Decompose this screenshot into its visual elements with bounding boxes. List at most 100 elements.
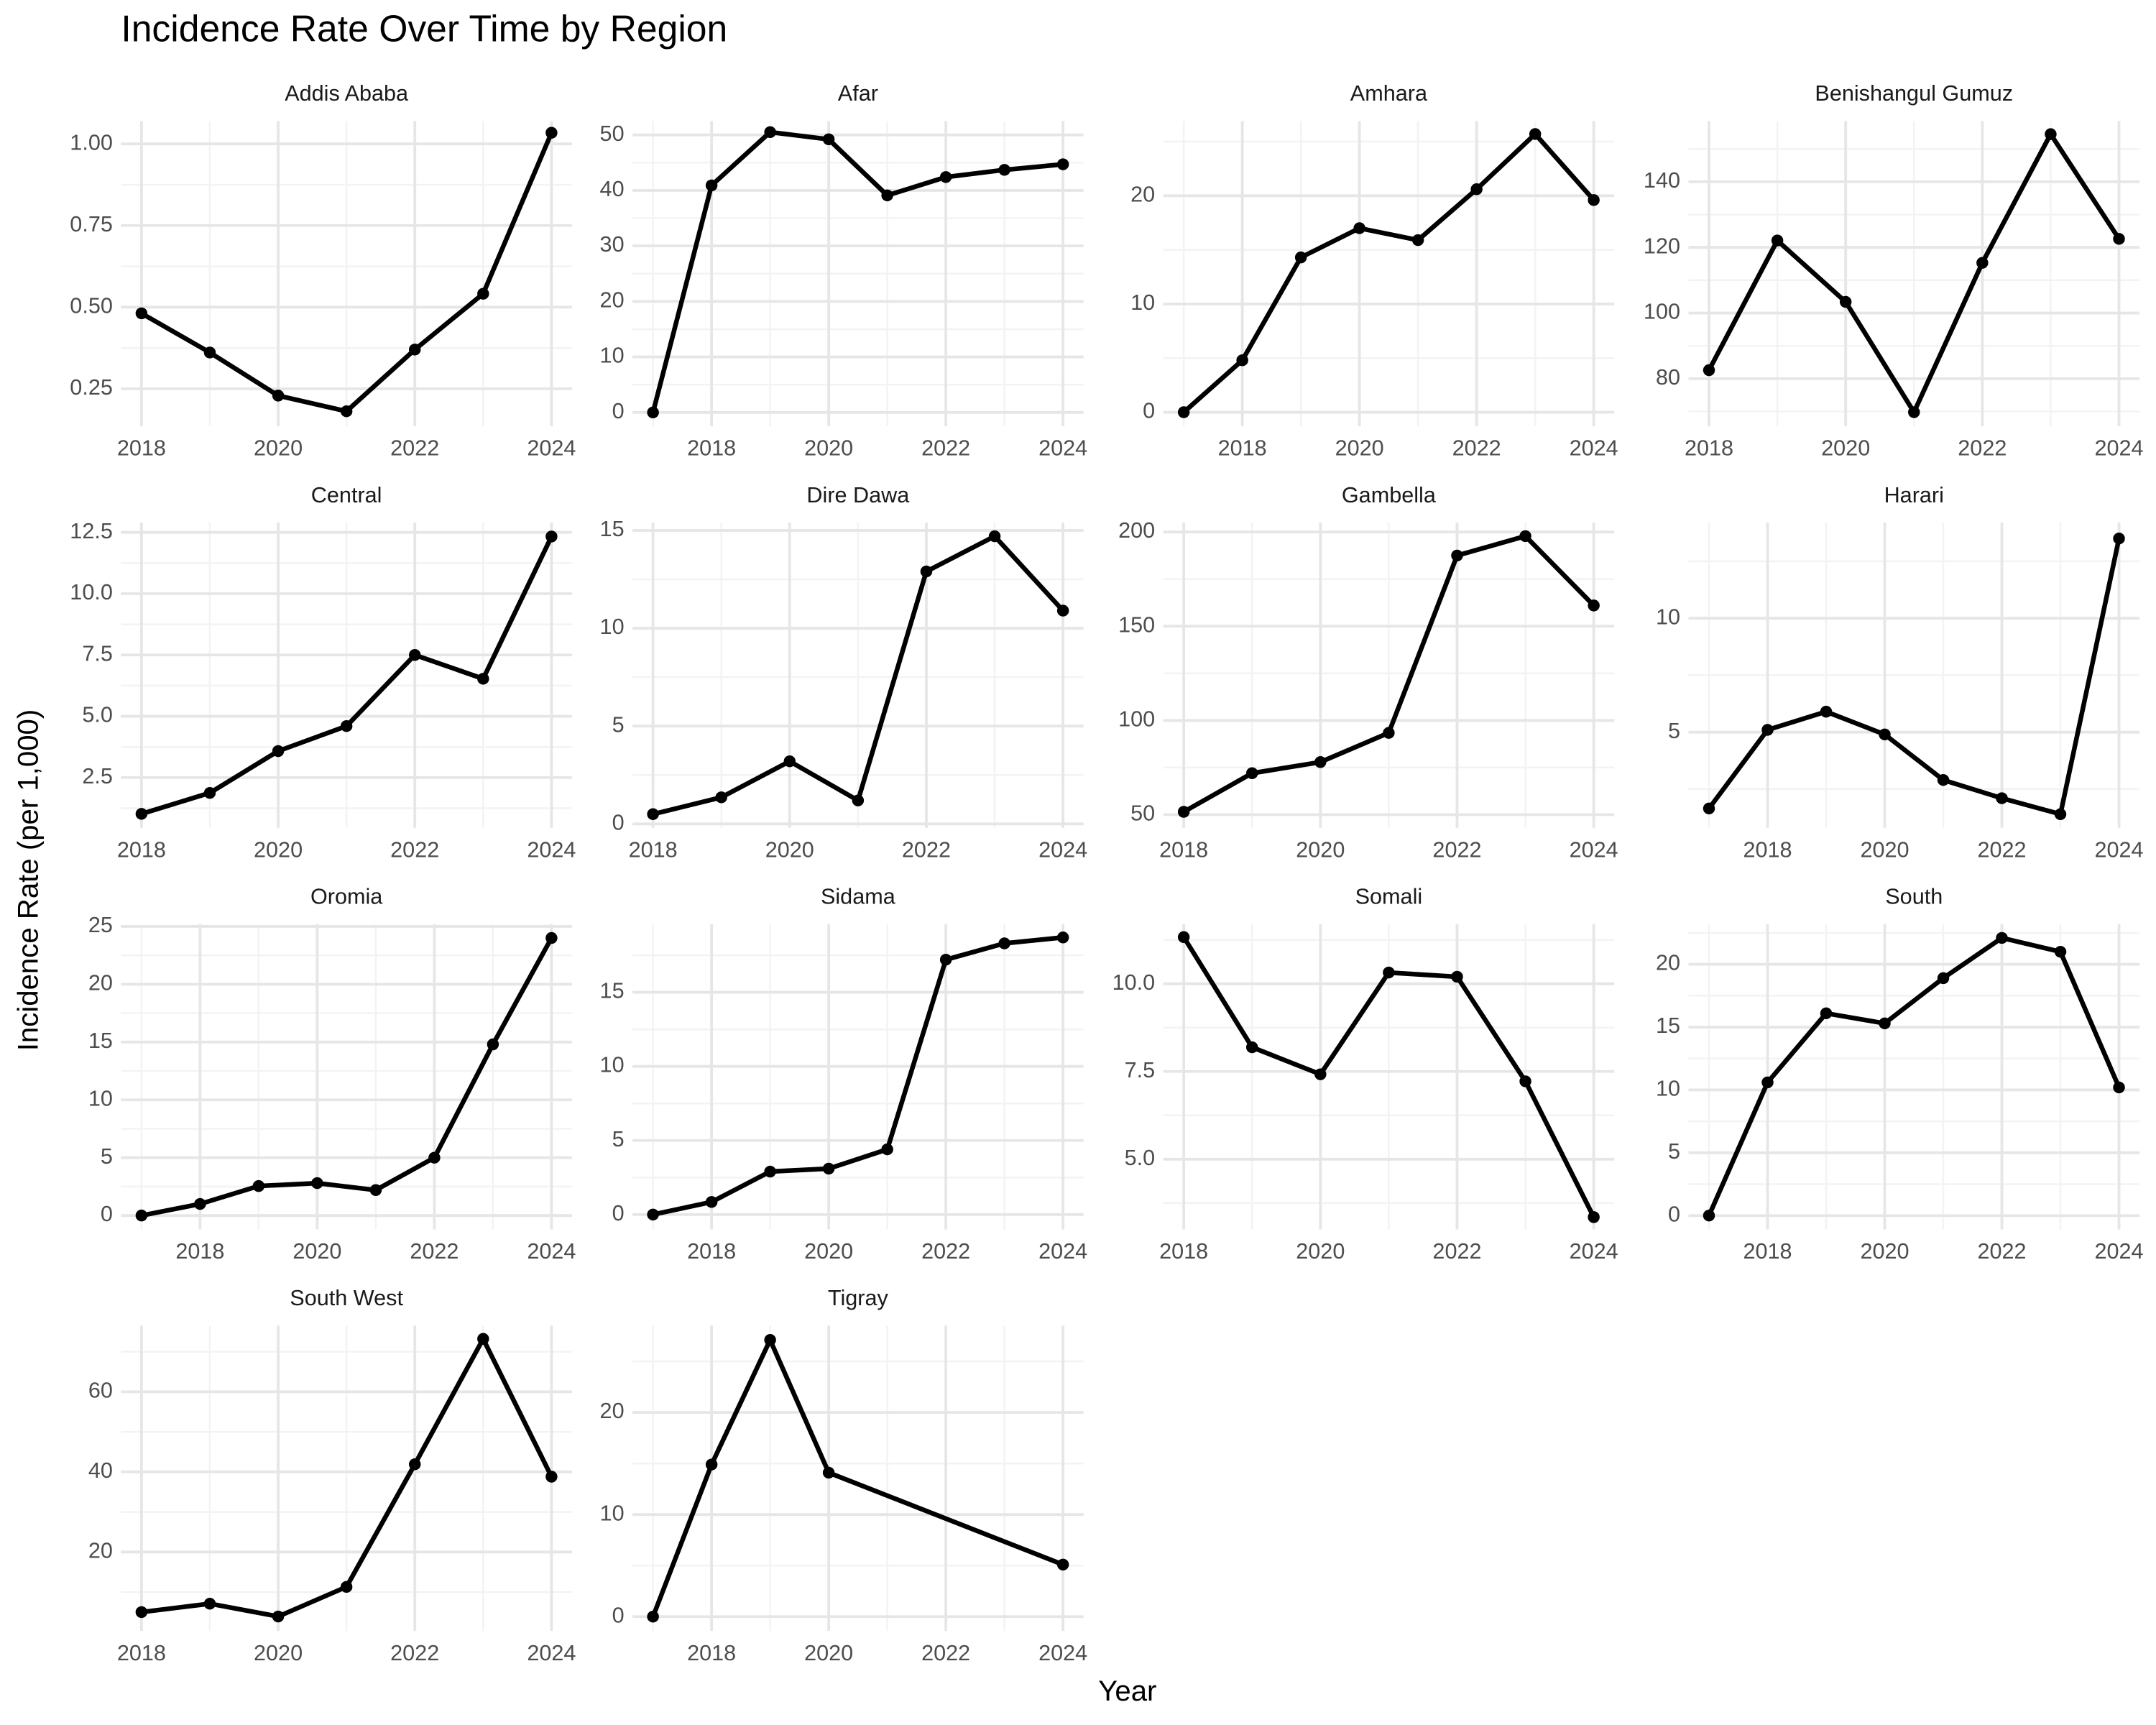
x-tick-label: 2018 [1685,436,1733,461]
y-tick-label: 150 [1118,612,1155,637]
point [252,1179,265,1192]
point [1314,1068,1327,1080]
point [477,673,489,685]
x-tick-label: 2024 [2094,1239,2143,1264]
x-tick-label: 2020 [765,837,814,862]
y-tick-label: 0.50 [70,293,113,318]
panel: Gambella 2018 2020 2022 2024 50 100 150 200 [1118,483,1618,862]
y-tick-label: 140 [1644,168,1680,193]
y-tick-label: 7.5 [82,641,113,666]
y-tick-label: 1.00 [70,130,113,155]
x-tick-label: 2018 [687,1239,736,1264]
line [1706,535,2122,817]
panel: Benishangul Gumuz 2018 2020 2022 2024 80 100 12… [1644,81,2144,461]
point [1056,158,1069,170]
y-tick-label: 0 [612,810,625,834]
x-tick-label: 2020 [1335,436,1384,461]
chart-title: Incidence Rate Over Time by Region [121,8,727,50]
panel-title: Afar [838,81,878,106]
point [1996,792,2008,804]
x-tick-label: 2022 [410,1239,459,1264]
x-tick-label: 2022 [1958,436,2007,461]
x-tick-label: 2024 [1038,1239,1087,1264]
y-tick-label: 0 [1143,399,1155,423]
x-tick-label: 2020 [804,1239,853,1264]
x-tick-label: 2018 [175,1239,224,1264]
x-tick-label: 2020 [254,837,303,862]
line [1706,935,2122,1218]
point [203,786,216,799]
x-tick-label: 2022 [921,436,970,461]
x-tick-label: 2022 [1977,1239,2026,1264]
x-tick-label: 2022 [1977,837,2026,862]
x-tick-label: 2018 [1159,837,1208,862]
point [1839,295,1852,308]
point [1820,705,1833,718]
point [2113,533,2125,545]
y-tick-label: 20 [1130,182,1155,206]
point [939,953,952,966]
panel-title: South West [290,1286,403,1310]
point [1820,1007,1833,1020]
panel: Dire Dawa 2018 2020 2022 2024 0 5 10 15 [600,483,1088,862]
y-tick-label: 5 [612,712,625,737]
y-tick-label: 200 [1118,518,1155,543]
point [1519,530,1531,543]
y-tick-label: 5 [1668,1139,1680,1164]
x-axis-title: Year [1098,1675,1156,1707]
y-tick-label: 5 [101,1144,113,1169]
panel: Central 2018 2020 2022 2024 2.5 5.0 7.5 10.0 12.5 [70,483,576,862]
x-tick-label: 2018 [1159,1239,1208,1264]
panel-title: Somali [1355,884,1423,908]
panel-title: Dire Dawa [806,483,910,507]
point [1996,932,2008,944]
point [1470,183,1483,196]
panel: Somali 2018 2020 2022 2024 5.0 7.5 10.0 [1112,884,1618,1264]
point [1588,194,1600,206]
x-tick-label: 2018 [117,1641,166,1665]
point [881,1143,893,1156]
y-tick-label: 50 [600,121,625,146]
y-tick-label: 40 [88,1458,113,1483]
y-tick-label: 5 [612,1127,625,1151]
point [272,390,285,402]
point [545,932,558,944]
x-tick-label: 2022 [390,1641,439,1665]
x-tick-label: 2018 [687,1641,736,1665]
x-tick-label: 2024 [527,837,576,862]
x-tick-label: 2024 [1570,436,1618,461]
point [998,937,1010,949]
point [545,126,558,139]
point [647,1208,659,1221]
panel-title: Amhara [1350,81,1428,106]
y-tick-label: 120 [1644,234,1680,258]
point [272,1610,285,1623]
y-tick-label: 10 [1130,290,1155,315]
point [203,346,216,359]
x-tick-label: 2020 [804,436,853,461]
y-tick-label: 7.5 [1125,1058,1156,1082]
x-tick-label: 2024 [527,1641,576,1665]
point [408,649,421,661]
panel-title: Gambella [1342,483,1437,507]
point [1588,1211,1600,1223]
point [272,745,285,758]
y-tick-label: 10 [1656,604,1680,629]
point [1383,727,1395,739]
panel: Addis Ababa 2018 2020 2022 2024 0.25 0.50 0.75 1… [70,81,576,461]
y-tick-label: 12.5 [70,519,113,543]
x-tick-label: 2024 [1570,837,1618,862]
line [650,129,1066,415]
point [2054,945,2067,958]
x-tick-label: 2024 [527,436,576,461]
y-tick-label: 80 [1656,365,1680,390]
panel-title: Central [311,483,382,507]
point [705,1196,718,1208]
point [135,1209,148,1222]
point [783,755,796,768]
line [650,935,1066,1218]
panel: South 2018 2020 2022 2024 0 5 10 15 20 [1656,884,2144,1264]
point [1908,406,1920,418]
